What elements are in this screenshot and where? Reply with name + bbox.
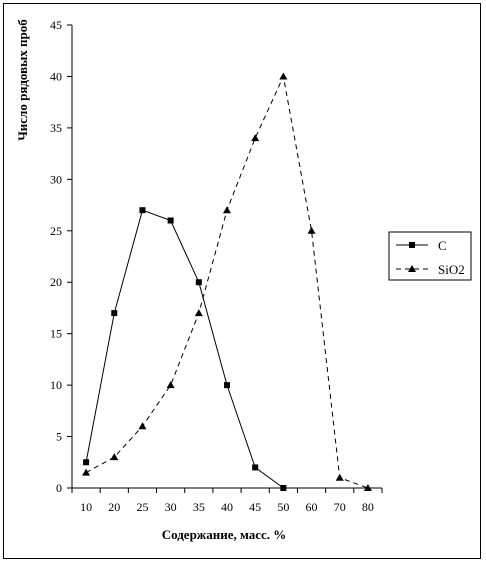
x-tick-label: 35 (193, 500, 205, 514)
chart-axes (71, 25, 382, 489)
chart-frame (3, 3, 481, 559)
x-tick-label: 20 (108, 500, 120, 514)
series-line (85, 74, 369, 489)
x-tick-label: 45 (249, 500, 261, 514)
legend-marker (409, 242, 415, 248)
x-tick-label: 10 (80, 500, 92, 514)
data-point (111, 310, 118, 317)
data-point (166, 381, 175, 389)
y-tick-label: 35 (50, 121, 62, 135)
series-c (83, 207, 287, 491)
data-point (280, 485, 287, 491)
x-axis-title: Содержание, масс. % (162, 527, 287, 542)
legend-box (388, 231, 472, 281)
data-point (195, 279, 202, 286)
data-point (83, 459, 90, 466)
y-tick-label: 5 (56, 430, 62, 444)
data-point (363, 484, 372, 491)
data-point (224, 382, 230, 389)
y-axis-title: Число рядовых проб (15, 19, 30, 141)
data-point (194, 309, 203, 317)
y-tick-label: 20 (50, 275, 62, 289)
data-point (139, 207, 146, 214)
legend-label: SiO2 (438, 262, 465, 277)
legend: C SiO2 (388, 231, 472, 281)
data-point (307, 226, 316, 234)
data-point (138, 422, 147, 430)
x-tick-label: 70 (334, 500, 346, 514)
x-tick-label: 50 (277, 500, 289, 514)
series-layer (82, 72, 372, 491)
legend-marker (408, 265, 416, 272)
y-tick-label: 30 (50, 172, 62, 186)
series-line (85, 209, 284, 489)
data-point (251, 134, 260, 142)
data-point (252, 464, 259, 471)
data-point (223, 206, 231, 214)
x-tick-label: 80 (362, 500, 374, 514)
data-point (279, 72, 288, 80)
data-point (82, 468, 91, 476)
x-tick-label: 40 (221, 500, 233, 514)
y-tick-label: 10 (50, 378, 62, 392)
x-tick-label: 25 (136, 500, 148, 514)
y-tick-label: 25 (50, 224, 62, 238)
y-tick-label: 45 (50, 18, 62, 32)
x-ticks: 10 20 25 30 35 40 45 50 60 70 80 (71, 488, 383, 514)
data-point (110, 453, 119, 461)
data-point (335, 473, 344, 481)
y-tick-label: 0 (56, 481, 62, 495)
x-tick-label: 60 (306, 500, 318, 514)
legend-label: C (438, 238, 447, 253)
series-sio2 (82, 72, 372, 491)
data-point (167, 217, 174, 224)
y-tick-label: 15 (50, 327, 62, 341)
x-tick-label: 30 (165, 500, 177, 514)
y-tick-label: 40 (50, 69, 62, 83)
y-ticks: 0 5 10 15 20 25 30 35 40 45 (50, 18, 72, 495)
